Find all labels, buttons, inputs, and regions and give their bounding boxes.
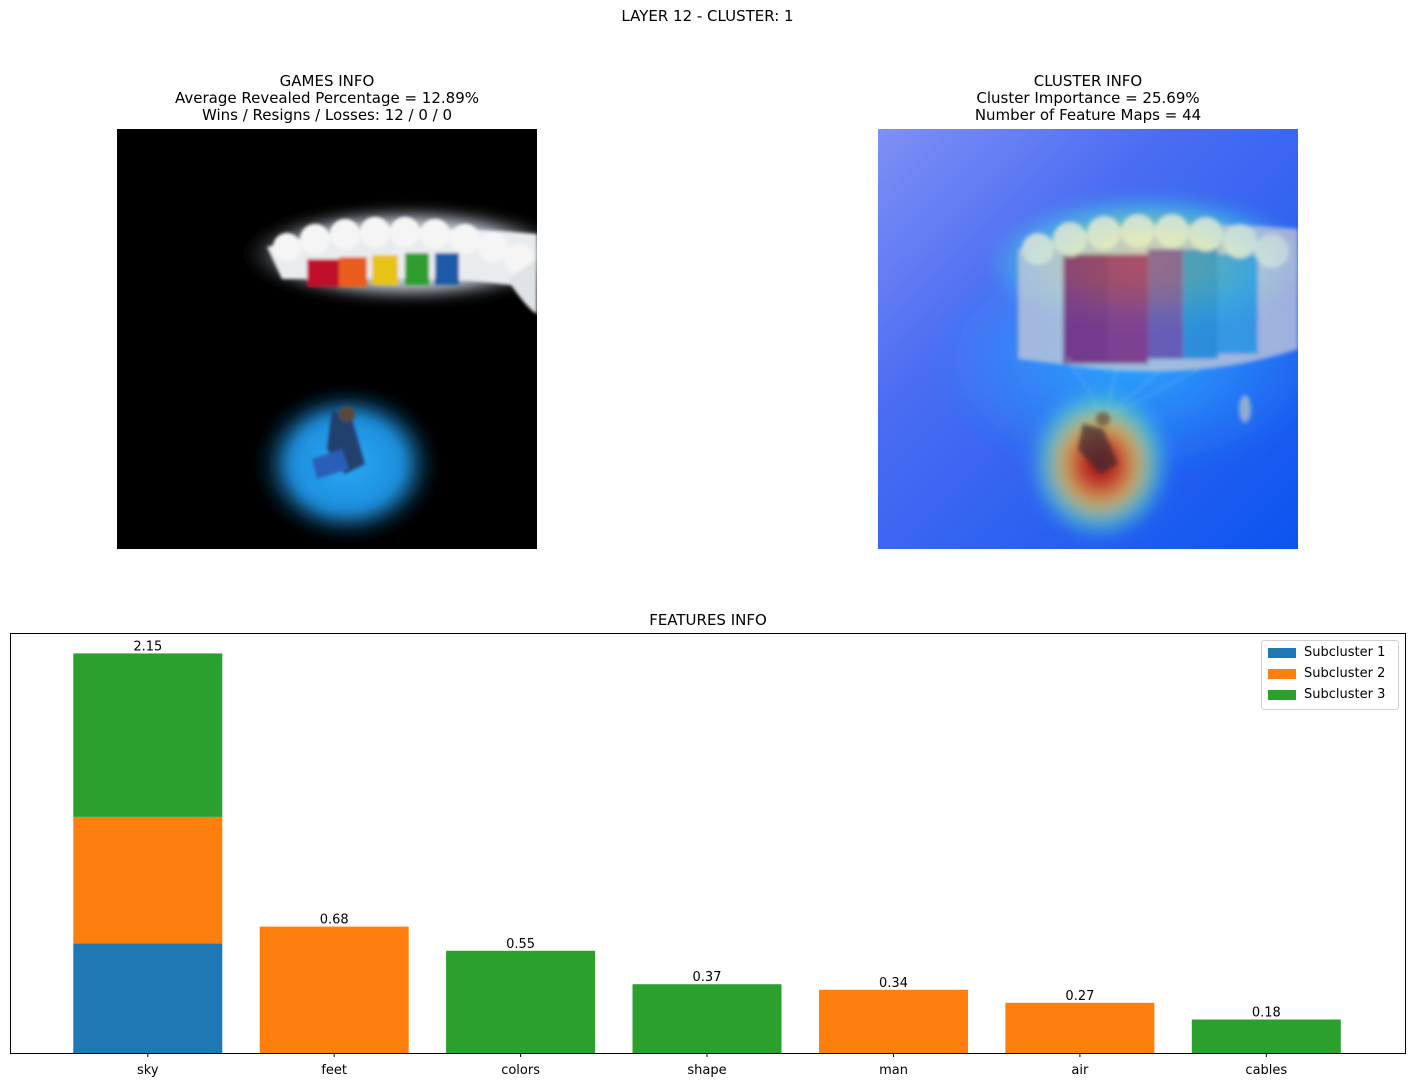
cluster-heatmap-image [878, 129, 1298, 549]
bar-feet-subcluster-2 [259, 926, 409, 1053]
legend-label-subcluster-2: Subcluster 2 [1304, 666, 1386, 681]
x-tick-label-sky: sky [137, 1063, 159, 1078]
bar-total-label-sky: 2.15 [133, 639, 162, 654]
games-info-title: GAMES INFO [279, 72, 375, 90]
cluster-heatmap-panel [878, 129, 1298, 549]
cluster-info-title-block: CLUSTER INFO Cluster Importance = 25.69%… [878, 73, 1298, 124]
bar-total-label-cables: 0.18 [1252, 1006, 1281, 1021]
games-info-wins-resigns-losses: Wins / Resigns / Losses: 12 / 0 / 0 [201, 106, 453, 124]
games-info-title-block: GAMES INFO Average Revealed Percentage =… [117, 73, 537, 124]
legend-swatch-subcluster-2 [1268, 668, 1296, 679]
bars-layer [73, 653, 1341, 1053]
legend-swatch-subcluster-1 [1268, 647, 1296, 658]
bar-total-label-feet: 0.68 [320, 913, 349, 928]
x-tick-label-man: man [879, 1063, 908, 1078]
cluster-info-feature-maps: Number of Feature Maps = 44 [974, 106, 1202, 124]
cluster-info-importance: Cluster Importance = 25.69% [976, 89, 1200, 107]
bar-cables-subcluster-3 [1191, 1019, 1341, 1053]
revealed-image-panel [117, 129, 537, 549]
games-info-revealed-percentage: Average Revealed Percentage = 12.89% [174, 89, 479, 107]
x-tick-label-shape: shape [687, 1063, 726, 1078]
features-info-title: FEATURES INFO [649, 611, 767, 629]
bar-man-subcluster-2 [819, 989, 968, 1053]
bar-total-label-air: 0.27 [1065, 989, 1094, 1004]
labels-layer: 2.15 sky 0.68 feet 0.55 colors 0.37 shape 0.34 ma… [133, 639, 1287, 1078]
x-tick-label-cables: cables [1245, 1063, 1287, 1078]
bar-air-subcluster-2 [1005, 1002, 1155, 1053]
legend-label-subcluster-1: Subcluster 1 [1304, 645, 1386, 660]
bar-colors-subcluster-3 [446, 950, 596, 1053]
x-tick-label-colors: colors [501, 1063, 540, 1078]
legend-swatch-subcluster-3 [1268, 689, 1296, 700]
cluster-info-title: CLUSTER INFO [1033, 72, 1143, 90]
bar-shape-subcluster-3 [632, 984, 782, 1053]
bar-sky-subcluster-3 [73, 653, 223, 817]
bar-total-label-man: 0.34 [879, 976, 908, 991]
revealed-image [237, 204, 537, 544]
legend-label-subcluster-3: Subcluster 3 [1304, 687, 1386, 702]
legend-item-subcluster-3: Subcluster 3 [1268, 686, 1385, 704]
plot-area-frame [10, 633, 1406, 1054]
legend-item-subcluster-2: Subcluster 2 [1268, 665, 1385, 683]
x-tick-label-feet: feet [321, 1063, 347, 1078]
legend-item-subcluster-1: Subcluster 1 [1268, 644, 1385, 662]
x-tick-label-air: air [1071, 1063, 1089, 1078]
bar-total-label-colors: 0.55 [506, 937, 535, 952]
chart-legend: Subcluster 1 Subcluster 2 Subcluster 3 [1261, 640, 1399, 710]
figure-suptitle: LAYER 12 - CLUSTER: 1 [621, 7, 794, 25]
bar-total-label-shape: 0.37 [693, 970, 722, 985]
bar-sky-subcluster-2 [73, 817, 223, 944]
bar-sky-subcluster-1 [73, 943, 223, 1053]
